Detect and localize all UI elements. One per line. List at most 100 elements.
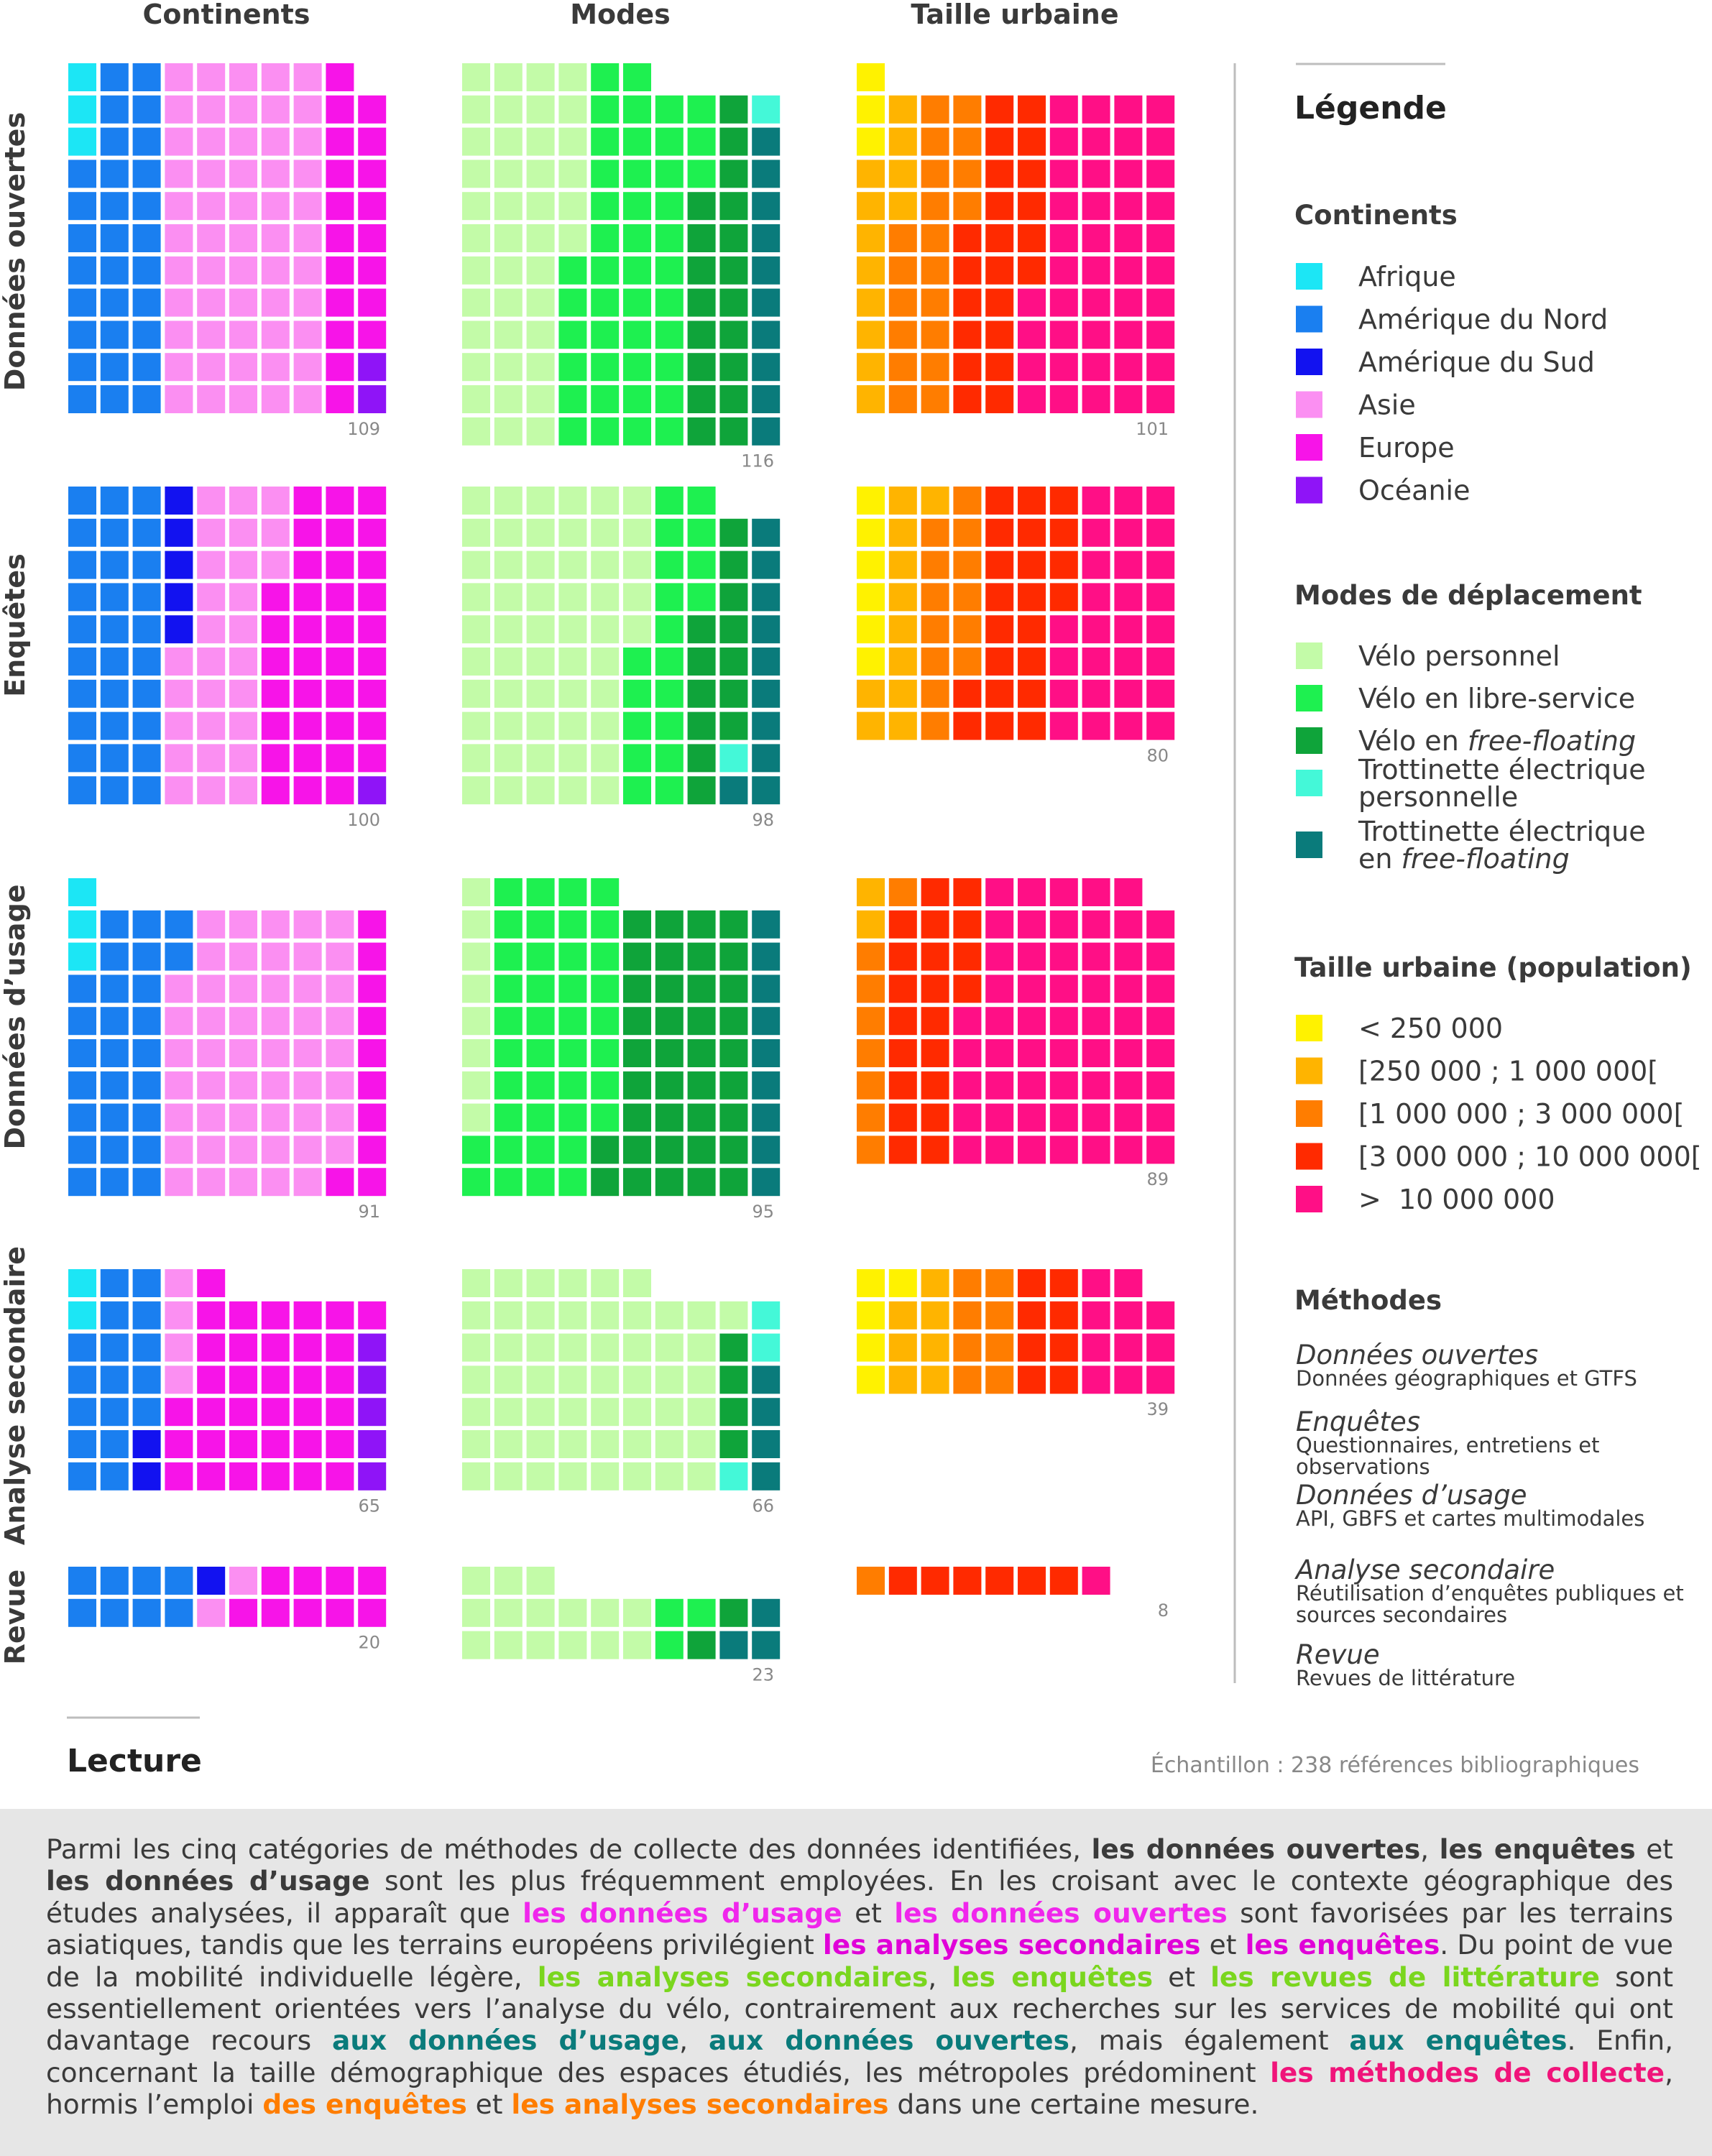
waffle-cell-velo-personnel — [526, 776, 555, 805]
waffle-cell-trottinette-electrique-en-free-floating — [752, 256, 781, 285]
waffle-cell-asie — [197, 353, 226, 382]
waffle-cell-10-000-000 — [1049, 679, 1078, 708]
waffle-cell-velo-en-free-floating — [719, 1333, 748, 1362]
waffle-cell-trottinette-electrique-en-free-floating — [752, 1007, 781, 1036]
waffle-count: 95 — [752, 1202, 774, 1222]
waffle-cell-250-000-1-000-000 — [888, 160, 917, 188]
waffle-cell-10-000-000 — [1082, 615, 1110, 644]
waffle-cell-velo-en-free-floating — [719, 1598, 748, 1627]
lecture-title: Lecture — [67, 1743, 202, 1779]
waffle-cell-10-000-000 — [1082, 1333, 1110, 1362]
legend-modes-title: Modes de déplacement — [1294, 580, 1642, 611]
waffle-cell-velo-en-free-floating — [687, 648, 716, 676]
waffle-cell-10-000-000 — [1049, 256, 1078, 285]
waffle-cell-europe — [358, 648, 387, 676]
waffle-cell-asie — [165, 1007, 193, 1036]
waffle-donnees-d-usage-taille-urbaine: 89 — [857, 878, 1175, 1189]
waffle-cell-amerique-du-nord — [132, 615, 161, 644]
waffle-cell-asie — [197, 385, 226, 413]
waffle-cell-250-000-1-000-000 — [921, 487, 949, 515]
waffle-cell-asie — [229, 711, 257, 740]
waffle-cell-velo-en-free-floating — [719, 256, 748, 285]
waffle-cell-velo-personnel — [558, 1269, 587, 1297]
waffle-cell-asie — [261, 942, 290, 971]
waffle-cell-velo-personnel — [591, 550, 620, 579]
waffle-cell-asie — [293, 288, 322, 317]
waffle-cell-asie — [165, 776, 193, 805]
waffle-cell-velo-en-libre-service — [591, 942, 620, 971]
waffle-cell-afrique — [68, 942, 96, 971]
waffle-cell-velo-personnel — [462, 127, 490, 156]
waffle-cell-10-000-000 — [1146, 550, 1175, 579]
waffle-cell-europe — [326, 95, 354, 124]
waffle-cell-velo-en-libre-service — [494, 1168, 523, 1197]
waffle-cell-asie — [197, 910, 226, 939]
waffle-cell-10-000-000 — [1082, 975, 1110, 1003]
waffle-cell-250-000-1-000-000 — [857, 353, 885, 382]
waffle-cell-velo-en-libre-service — [591, 63, 620, 91]
waffle-cell-10-000-000 — [985, 1135, 1014, 1164]
methode-desc-revue-1: Revues de littérature — [1296, 1666, 1515, 1690]
waffle-cell-asie — [261, 1135, 290, 1164]
waffle-cell-trottinette-electrique-en-free-floating — [752, 679, 781, 708]
waffle-cell-asie — [229, 256, 257, 285]
waffle-cell-amerique-du-nord — [132, 518, 161, 547]
waffle-cell-250-000-1-000-000 — [857, 910, 885, 939]
waffle-cell-10-000-000 — [1049, 615, 1078, 644]
waffle-cell-10-000-000 — [1049, 288, 1078, 317]
waffle-cell-velo-en-free-floating — [655, 1007, 684, 1036]
waffle-cell-velo-en-libre-service — [526, 1103, 555, 1132]
waffle-cell-10-000-000 — [1082, 550, 1110, 579]
legend-modes: Vélo personnel Vélo en libre-service Vélo … — [1296, 640, 1646, 875]
waffle-cell-velo-en-libre-service — [655, 776, 684, 805]
waffle-cell-velo-en-libre-service — [591, 224, 620, 252]
waffle-cell-velo-en-libre-service — [591, 353, 620, 382]
waffle-cell-3-000-000-10-000-000 — [1049, 518, 1078, 547]
waffle-cell-velo-personnel — [494, 550, 523, 579]
column-title-continents: Continents — [143, 0, 310, 30]
waffle-cell-velo-en-libre-service — [623, 224, 651, 252]
waffle-cell-10-000-000 — [1049, 127, 1078, 156]
waffle-cell-velo-en-libre-service — [655, 550, 684, 579]
waffle-cell-amerique-du-nord — [100, 1039, 129, 1067]
waffle-cell-amerique-du-nord — [68, 1135, 96, 1164]
waffle-cell-250-000-1-000-000 — [888, 518, 917, 547]
waffle-cell-10-000-000 — [1049, 910, 1078, 939]
waffle-cell-velo-en-free-floating — [719, 975, 748, 1003]
waffle-cell-3-000-000-10-000-000 — [1018, 1301, 1046, 1330]
waffle-cell-asie — [197, 192, 226, 221]
waffle-cell-velo-personnel — [655, 1430, 684, 1458]
waffle-cell-250-000 — [857, 1365, 885, 1394]
waffle-cell-3-000-000-10-000-000 — [1049, 1301, 1078, 1330]
waffle-cell-velo-en-libre-service — [558, 256, 587, 285]
waffle-cell-europe — [293, 550, 322, 579]
waffle-cell-velo-en-free-floating — [719, 1007, 748, 1036]
waffle-cell-1-000-000-3-000-000 — [857, 1071, 885, 1100]
waffle-cell-amerique-du-nord — [100, 583, 129, 612]
waffle-cell-velo-personnel — [623, 1430, 651, 1458]
waffle-cell-velo-personnel — [494, 224, 523, 252]
waffle-cell-10-000-000 — [1146, 942, 1175, 971]
waffle-cell-velo-en-libre-service — [558, 942, 587, 971]
waffle-cell-velo-personnel — [526, 583, 555, 612]
waffle-figure: Continents Modes Taille urbaine Données … — [0, 0, 1702, 1779]
waffle-cell-250-000 — [857, 63, 885, 91]
waffle-cell-10-000-000 — [985, 1007, 1014, 1036]
waffle-cell-velo-en-libre-service — [591, 1103, 620, 1132]
waffle-cell-velo-personnel — [623, 1462, 651, 1491]
waffle-cell-250-000-1-000-000 — [888, 1333, 917, 1362]
waffle-cell-1-000-000-3-000-000 — [921, 127, 949, 156]
waffle-cell-velo-personnel — [494, 95, 523, 124]
waffle-cell-velo-en-libre-service — [623, 776, 651, 805]
waffle-cell-asie — [229, 776, 257, 805]
waffle-cell-trottinette-electrique-personnelle — [752, 95, 781, 124]
waffle-cell-10-000-000 — [1146, 583, 1175, 612]
waffle-cell-velo-personnel — [558, 744, 587, 773]
waffle-cell-amerique-du-nord — [68, 1462, 96, 1491]
waffle-cell-europe — [261, 744, 290, 773]
waffle-cell-trottinette-electrique-en-free-floating — [752, 910, 781, 939]
waffle-cell-1-000-000-3-000-000 — [857, 1039, 885, 1067]
waffle-cell-10-000-000 — [1114, 95, 1143, 124]
waffle-cell-velo-en-free-floating — [687, 711, 716, 740]
waffle-cell-asie — [229, 224, 257, 252]
